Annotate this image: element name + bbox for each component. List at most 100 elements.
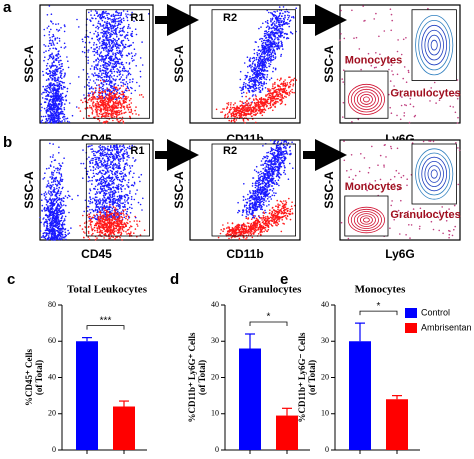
event-dot bbox=[55, 167, 57, 170]
event-dot bbox=[55, 236, 57, 238]
event-dot bbox=[43, 193, 45, 195]
event-dot bbox=[112, 44, 115, 46]
event-dot bbox=[131, 55, 134, 57]
event-dot bbox=[257, 49, 260, 52]
event-dot bbox=[98, 207, 100, 210]
event-dot bbox=[263, 39, 266, 42]
event-dot bbox=[59, 107, 62, 110]
event-dot bbox=[241, 95, 243, 98]
event-dot bbox=[292, 83, 295, 85]
event-dot bbox=[126, 19, 129, 22]
event-dot bbox=[273, 35, 276, 38]
event-dot bbox=[230, 113, 232, 115]
event-dot bbox=[117, 69, 120, 71]
event-dot bbox=[261, 87, 264, 90]
event-dot bbox=[397, 39, 399, 41]
event-dot bbox=[60, 63, 63, 65]
event-dot bbox=[112, 31, 115, 34]
event-dot bbox=[51, 107, 53, 110]
event-dot bbox=[54, 64, 57, 67]
event-dot bbox=[114, 153, 116, 155]
event-dot bbox=[99, 108, 102, 111]
event-dot bbox=[43, 107, 46, 110]
event-dot bbox=[275, 88, 278, 91]
event-dot bbox=[90, 46, 93, 49]
event-dot bbox=[340, 33, 342, 35]
event-dot bbox=[41, 121, 43, 124]
event-dot bbox=[57, 121, 60, 123]
event-dot bbox=[341, 78, 344, 80]
event-dot bbox=[265, 39, 268, 42]
event-dot bbox=[60, 175, 63, 177]
event-dot bbox=[98, 48, 100, 50]
event-dot bbox=[81, 38, 84, 41]
event-dot bbox=[99, 79, 102, 82]
event-dot bbox=[94, 164, 96, 166]
event-dot bbox=[281, 97, 284, 99]
event-dot bbox=[45, 85, 47, 88]
event-dot bbox=[113, 195, 116, 197]
event-dot bbox=[48, 31, 51, 33]
event-dot bbox=[103, 184, 106, 187]
event-dot bbox=[117, 84, 119, 87]
event-dot bbox=[120, 20, 123, 22]
event-dot bbox=[141, 209, 143, 211]
event-dot bbox=[64, 235, 66, 238]
event-dot bbox=[254, 104, 256, 107]
event-dot bbox=[98, 120, 101, 122]
event-dot bbox=[86, 84, 89, 86]
event-dot bbox=[107, 37, 109, 39]
event-dot bbox=[273, 97, 276, 99]
event-dot bbox=[60, 173, 63, 176]
event-dot bbox=[95, 51, 97, 54]
event-dot bbox=[56, 100, 59, 102]
event-dot bbox=[283, 36, 285, 38]
event-dot bbox=[263, 82, 265, 85]
event-dot bbox=[59, 59, 62, 62]
event-dot bbox=[274, 83, 276, 85]
event-dot bbox=[277, 38, 280, 40]
event-dot bbox=[59, 193, 62, 195]
event-dot bbox=[113, 167, 115, 170]
event-dot bbox=[99, 95, 101, 98]
event-dot bbox=[253, 114, 255, 116]
event-dot bbox=[273, 46, 276, 48]
event-dot bbox=[59, 183, 61, 186]
event-dot bbox=[405, 104, 408, 107]
event-dot bbox=[271, 38, 274, 41]
event-dot bbox=[291, 16, 293, 19]
event-dot bbox=[63, 74, 66, 77]
event-dot bbox=[55, 23, 57, 26]
event-dot bbox=[117, 24, 120, 26]
event-dot bbox=[134, 89, 136, 92]
event-dot bbox=[63, 30, 66, 33]
event-dot bbox=[58, 172, 61, 175]
event-dot bbox=[54, 79, 56, 81]
event-dot bbox=[100, 111, 102, 113]
event-dot bbox=[405, 37, 407, 39]
event-dot bbox=[247, 89, 250, 92]
event-dot bbox=[252, 98, 255, 100]
event-dot bbox=[110, 178, 113, 181]
event-dot bbox=[46, 98, 49, 100]
event-dot bbox=[110, 92, 112, 95]
event-dot bbox=[90, 20, 92, 23]
event-dot bbox=[267, 30, 270, 33]
event-dot bbox=[264, 87, 267, 89]
event-dot bbox=[60, 72, 63, 75]
event-dot bbox=[105, 54, 107, 57]
event-dot bbox=[105, 65, 107, 67]
event-dot bbox=[118, 31, 120, 34]
event-dot bbox=[116, 165, 118, 167]
event-dot bbox=[61, 65, 63, 67]
event-dot bbox=[63, 76, 65, 78]
event-dot bbox=[267, 40, 269, 43]
event-dot bbox=[263, 108, 266, 111]
event-dot bbox=[113, 92, 115, 95]
y-axis-label: SSC-A bbox=[172, 45, 186, 83]
event-dot bbox=[76, 18, 78, 21]
event-dot bbox=[283, 32, 286, 35]
event-dot bbox=[123, 199, 126, 201]
event-dot bbox=[273, 38, 276, 41]
event-dot bbox=[52, 98, 54, 100]
